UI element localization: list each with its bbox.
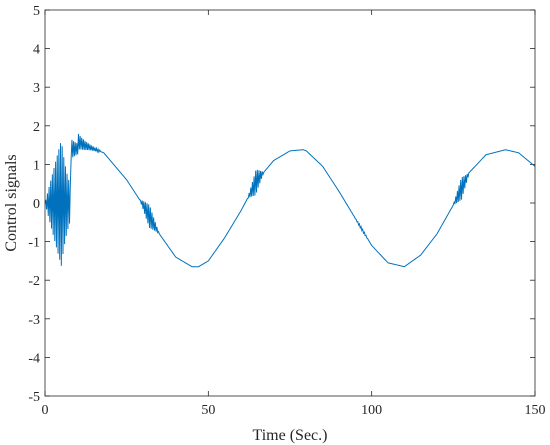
x-tick-label: 50 (201, 403, 215, 418)
y-tick-label: -5 (28, 390, 40, 405)
plot-area (45, 10, 535, 396)
x-tick-label: 100 (361, 403, 382, 418)
y-tick-label: 0 (33, 197, 40, 212)
y-tick-label: -2 (28, 274, 40, 289)
x-tick-label: 0 (42, 403, 49, 418)
y-tick-label: 1 (33, 158, 40, 173)
x-tick-label: 150 (525, 403, 546, 418)
y-tick-label: 2 (33, 120, 40, 135)
y-tick-label: -1 (28, 236, 40, 251)
y-tick-label: -3 (28, 313, 40, 328)
x-axis-label: Time (Sec.) (253, 427, 328, 444)
y-tick-label: 5 (33, 4, 40, 19)
y-tick-label: -4 (28, 351, 40, 366)
y-tick-label: 3 (33, 81, 40, 96)
y-tick-label: 4 (33, 43, 40, 58)
y-axis-label: Control signals (3, 154, 20, 251)
